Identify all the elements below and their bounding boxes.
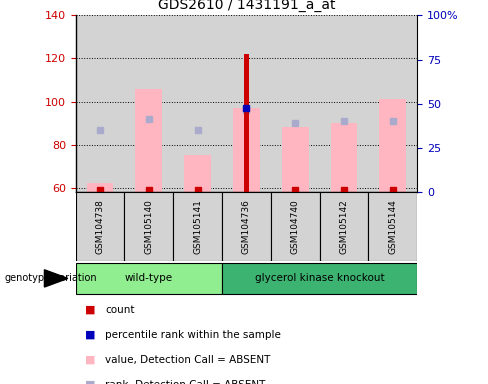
Text: ■: ■ bbox=[85, 380, 96, 384]
Bar bbox=[173, 15, 222, 192]
Bar bbox=[271, 15, 320, 192]
Bar bbox=[76, 15, 124, 192]
Text: GSM105141: GSM105141 bbox=[193, 199, 202, 254]
Bar bbox=[222, 192, 271, 261]
Bar bbox=[76, 263, 222, 294]
Text: percentile rank within the sample: percentile rank within the sample bbox=[105, 330, 281, 340]
Polygon shape bbox=[44, 270, 68, 287]
Bar bbox=[244, 54, 249, 192]
Text: ■: ■ bbox=[85, 305, 96, 315]
Bar bbox=[173, 192, 222, 261]
Bar bbox=[368, 192, 417, 261]
Text: value, Detection Call = ABSENT: value, Detection Call = ABSENT bbox=[105, 355, 270, 365]
Bar bbox=[222, 263, 417, 294]
Title: GDS2610 / 1431191_a_at: GDS2610 / 1431191_a_at bbox=[158, 0, 335, 12]
Bar bbox=[76, 192, 124, 261]
Text: GSM105142: GSM105142 bbox=[340, 199, 348, 254]
Text: GSM104738: GSM104738 bbox=[96, 199, 104, 254]
Text: GSM105140: GSM105140 bbox=[144, 199, 153, 254]
Bar bbox=[282, 127, 309, 192]
Bar bbox=[87, 184, 114, 192]
Text: GSM104736: GSM104736 bbox=[242, 199, 251, 254]
Bar bbox=[380, 99, 407, 192]
Bar bbox=[222, 15, 271, 192]
Bar bbox=[233, 108, 260, 192]
Text: ■: ■ bbox=[85, 330, 96, 340]
Text: glycerol kinase knockout: glycerol kinase knockout bbox=[255, 273, 385, 283]
Bar bbox=[320, 15, 368, 192]
Text: wild-type: wild-type bbox=[125, 273, 173, 283]
Text: GSM105144: GSM105144 bbox=[388, 199, 397, 254]
Bar bbox=[271, 192, 320, 261]
Text: rank, Detection Call = ABSENT: rank, Detection Call = ABSENT bbox=[105, 380, 265, 384]
Text: count: count bbox=[105, 305, 134, 315]
Bar bbox=[331, 123, 358, 192]
Text: ■: ■ bbox=[85, 355, 96, 365]
Bar bbox=[124, 15, 173, 192]
Bar bbox=[320, 192, 368, 261]
Bar bbox=[184, 156, 211, 192]
Text: genotype/variation: genotype/variation bbox=[5, 273, 98, 283]
Text: GSM104740: GSM104740 bbox=[291, 199, 300, 254]
Bar bbox=[124, 192, 173, 261]
Bar bbox=[136, 89, 163, 192]
Bar bbox=[368, 15, 417, 192]
